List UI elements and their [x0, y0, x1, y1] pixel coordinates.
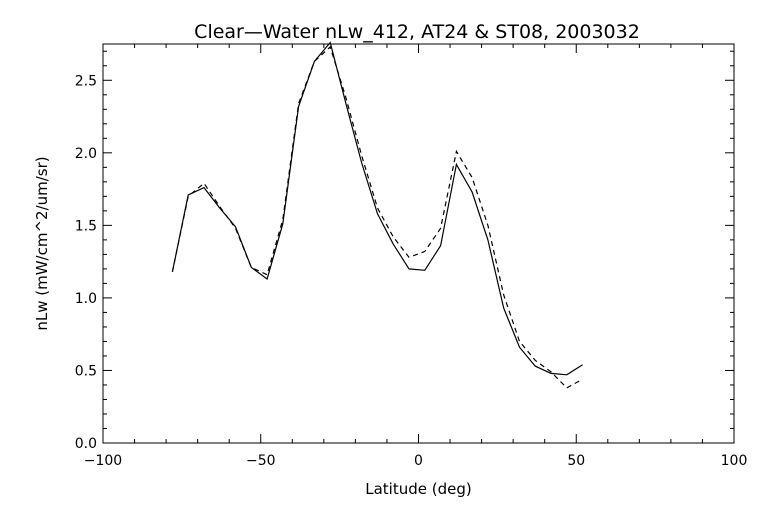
axis-ticks: −100 −50 0 50 100 0.0 0.5 1.0 1.5 2.0 2.5: [75, 44, 748, 469]
y-tick-label: 1.5: [75, 218, 97, 234]
x-tick-label: 100: [721, 453, 748, 469]
x-tick-label: 0: [414, 453, 423, 469]
y-axis-label: nLw (mW/cm^2/um/sr): [33, 156, 51, 330]
y-tick-label: 0.0: [75, 436, 97, 452]
x-axis-label: Latitude (deg): [365, 480, 471, 498]
x-tick-label: −50: [246, 453, 276, 469]
series-line-dashed: [171, 45, 583, 389]
y-tick-label: 0.5: [75, 363, 97, 379]
x-tick-label: −100: [84, 453, 122, 469]
x-tick-label: 50: [567, 453, 585, 469]
plot-frame: [102, 43, 735, 444]
y-tick-label: 2.0: [75, 146, 97, 162]
series-layer: [171, 41, 583, 389]
chart-title: Clear—Water nLw_412, AT24 & ST08, 200303…: [194, 21, 640, 43]
y-tick-label: 1.0: [75, 291, 97, 307]
y-tick-label: 2.5: [75, 73, 97, 89]
